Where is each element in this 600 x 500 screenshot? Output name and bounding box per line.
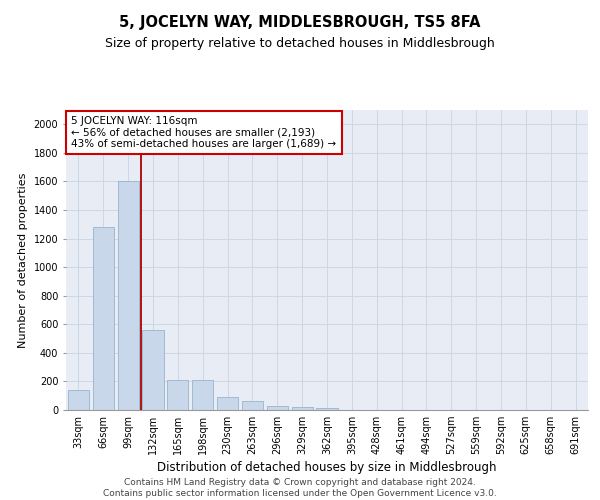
X-axis label: Distribution of detached houses by size in Middlesbrough: Distribution of detached houses by size … (157, 462, 497, 474)
Bar (93, 227, 114, 410)
Text: Contains HM Land Registry data © Crown copyright and database right 2024.
Contai: Contains HM Land Registry data © Crown c… (103, 478, 497, 498)
Bar (292, 407, 313, 410)
Bar (167, 380, 188, 410)
Bar (217, 397, 238, 410)
Y-axis label: Number of detached properties: Number of detached properties (18, 172, 28, 348)
Bar (192, 380, 213, 410)
Text: 5, JOCELYN WAY, MIDDLESBROUGH, TS5 8FA: 5, JOCELYN WAY, MIDDLESBROUGH, TS5 8FA (119, 15, 481, 30)
Bar (118, 182, 139, 410)
Bar (142, 330, 164, 410)
Bar (267, 406, 288, 410)
Text: 5 JOCELYN WAY: 116sqm
← 56% of detached houses are smaller (2,193)
43% of semi-d: 5 JOCELYN WAY: 116sqm ← 56% of detached … (71, 116, 337, 149)
Bar (68, 390, 89, 410)
Text: Size of property relative to detached houses in Middlesbrough: Size of property relative to detached ho… (105, 38, 495, 51)
Bar (242, 402, 263, 410)
Bar (316, 408, 338, 410)
